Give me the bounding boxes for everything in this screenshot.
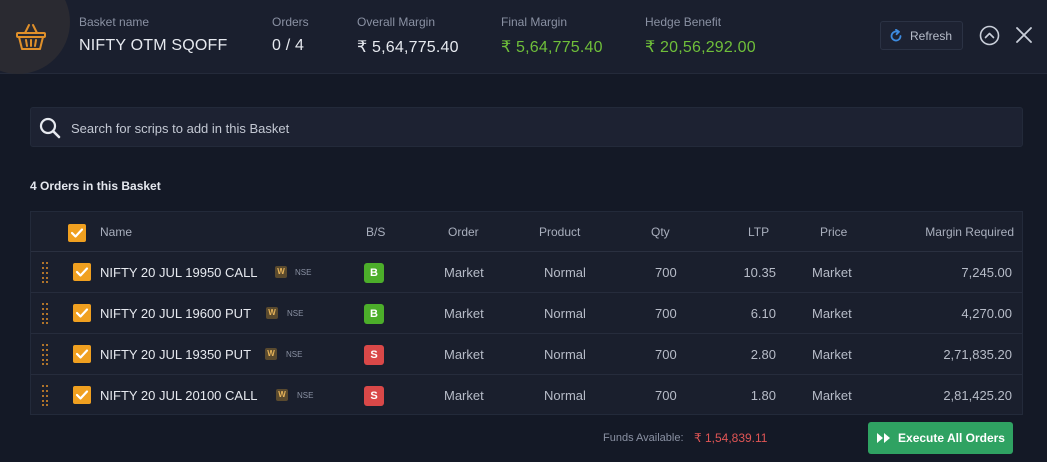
instrument-name[interactable]: NIFTY 20 JUL 20100 CALL	[100, 388, 258, 403]
execute-all-orders-label: Execute All Orders	[898, 431, 1005, 445]
final-margin-value: ₹ 5,64,775.40	[501, 39, 603, 56]
orders-block: Orders 0 / 4	[272, 15, 309, 55]
orders-label: Orders	[272, 15, 309, 29]
checkbox-icon	[75, 349, 89, 359]
checkbox-icon	[70, 228, 84, 238]
search-input[interactable]: Search for scrips to add in this Basket	[71, 121, 290, 136]
col-header-bs[interactable]: B/S	[366, 225, 386, 239]
ltp: 6.10	[750, 306, 776, 321]
col-header-qty[interactable]: Qty	[651, 225, 670, 239]
col-header-name[interactable]: Name	[100, 225, 133, 239]
margin-required: 4,270.00	[961, 306, 1012, 321]
order-type: Market	[444, 265, 484, 280]
quantity: 700	[655, 388, 677, 403]
col-header-product[interactable]: Product	[539, 225, 581, 239]
product-type: Normal	[544, 306, 586, 321]
overall-margin-value: ₹ 5,64,775.40	[357, 39, 459, 56]
drag-handle-icon[interactable]	[41, 302, 49, 324]
exchange-label: NSE	[287, 309, 304, 318]
margin-required: 7,245.00	[961, 265, 1012, 280]
checkbox-icon	[75, 390, 89, 400]
instrument-name[interactable]: NIFTY 20 JUL 19350 PUT	[100, 347, 252, 362]
product-type: Normal	[544, 265, 586, 280]
checkbox-icon	[75, 308, 89, 318]
col-header-order[interactable]: Order	[448, 225, 479, 239]
orders-value: 0 / 4	[272, 37, 305, 54]
table-row[interactable]: NIFTY 20 JUL 19350 PUT W NSE S Market No…	[31, 334, 1022, 375]
product-type: Normal	[544, 347, 586, 362]
row-checkbox[interactable]	[73, 345, 91, 363]
refresh-button[interactable]: Refresh	[880, 21, 963, 50]
price: Market	[812, 347, 852, 362]
orders-table: Name B/S Order Product Qty LTP Price Mar…	[30, 211, 1023, 415]
weekly-badge: W	[266, 307, 278, 319]
exchange-label: NSE	[295, 268, 312, 277]
basket-name-block: Basket name NIFTY OTM SQOFF	[79, 15, 227, 55]
exchange-label: NSE	[286, 350, 303, 359]
basket-name: NIFTY OTM SQOFF	[79, 37, 228, 54]
search-icon	[39, 117, 61, 139]
product-type: Normal	[544, 388, 586, 403]
ltp: 2.80	[750, 347, 776, 362]
table-row[interactable]: NIFTY 20 JUL 20100 CALL W NSE S Market N…	[31, 375, 1022, 416]
instrument-name[interactable]: NIFTY 20 JUL 19950 CALL	[100, 265, 258, 280]
weekly-badge: W	[275, 266, 287, 278]
execute-all-orders-button[interactable]: Execute All Orders	[868, 422, 1013, 454]
funds-available-value: ₹ 1,54,839.11	[694, 431, 768, 445]
basket-name-label: Basket name	[79, 15, 150, 29]
table-header: Name B/S Order Product Qty LTP Price Mar…	[31, 212, 1022, 252]
hedge-benefit-block: Hedge Benefit ₹ 20,56,292.00	[645, 15, 756, 57]
price: Market	[812, 306, 852, 321]
buy-sell-badge: B	[364, 304, 384, 324]
row-checkbox[interactable]	[73, 304, 91, 322]
basket-header: Basket name NIFTY OTM SQOFF Orders 0 / 4…	[0, 0, 1047, 74]
refresh-label: Refresh	[910, 28, 953, 43]
table-row[interactable]: NIFTY 20 JUL 19600 PUT W NSE B Market No…	[31, 293, 1022, 334]
col-header-price[interactable]: Price	[820, 225, 848, 239]
instrument-name[interactable]: NIFTY 20 JUL 19600 PUT	[100, 306, 252, 321]
row-checkbox[interactable]	[73, 386, 91, 404]
drag-handle-icon[interactable]	[41, 384, 49, 406]
hedge-benefit-value: ₹ 20,56,292.00	[645, 39, 756, 56]
quantity: 700	[655, 265, 677, 280]
table-row[interactable]: NIFTY 20 JUL 19950 CALL W NSE B Market N…	[31, 252, 1022, 293]
basket-icon	[16, 24, 46, 50]
order-type: Market	[444, 306, 484, 321]
select-all-checkbox[interactable]	[68, 224, 86, 242]
buy-sell-badge: S	[364, 386, 384, 406]
refresh-icon	[890, 28, 902, 41]
checkbox-icon	[75, 267, 89, 277]
funds-available-label: Funds Available:	[603, 432, 684, 444]
exchange-label: NSE	[297, 391, 314, 400]
ltp: 10.35	[743, 265, 776, 280]
margin-required: 2,81,425.20	[943, 388, 1012, 403]
chevron-up-icon[interactable]	[979, 25, 1000, 46]
quantity: 700	[655, 347, 677, 362]
margin-required: 2,71,835.20	[943, 347, 1012, 362]
weekly-badge: W	[265, 348, 277, 360]
ltp: 1.80	[750, 388, 776, 403]
overall-margin-block: Overall Margin ₹ 5,64,775.40	[357, 15, 459, 57]
buy-sell-badge: S	[364, 345, 384, 365]
buy-sell-badge: B	[364, 263, 384, 283]
weekly-badge: W	[276, 389, 288, 401]
final-margin-label: Final Margin	[501, 15, 568, 29]
fast-forward-icon	[877, 433, 891, 443]
overall-margin-label: Overall Margin	[357, 15, 436, 29]
scrip-search-bar[interactable]: Search for scrips to add in this Basket	[30, 107, 1023, 147]
close-icon[interactable]	[1015, 26, 1033, 44]
price: Market	[812, 388, 852, 403]
col-header-margin[interactable]: Margin Required	[925, 225, 1014, 239]
row-checkbox[interactable]	[73, 263, 91, 281]
order-type: Market	[444, 388, 484, 403]
drag-handle-icon[interactable]	[41, 261, 49, 283]
price: Market	[812, 265, 852, 280]
order-type: Market	[444, 347, 484, 362]
col-header-ltp[interactable]: LTP	[748, 225, 770, 239]
orders-count-text: 4 Orders in this Basket	[30, 179, 161, 193]
hedge-benefit-label: Hedge Benefit	[645, 15, 722, 29]
final-margin-block: Final Margin ₹ 5,64,775.40	[501, 15, 603, 57]
quantity: 700	[655, 306, 677, 321]
drag-handle-icon[interactable]	[41, 343, 49, 365]
